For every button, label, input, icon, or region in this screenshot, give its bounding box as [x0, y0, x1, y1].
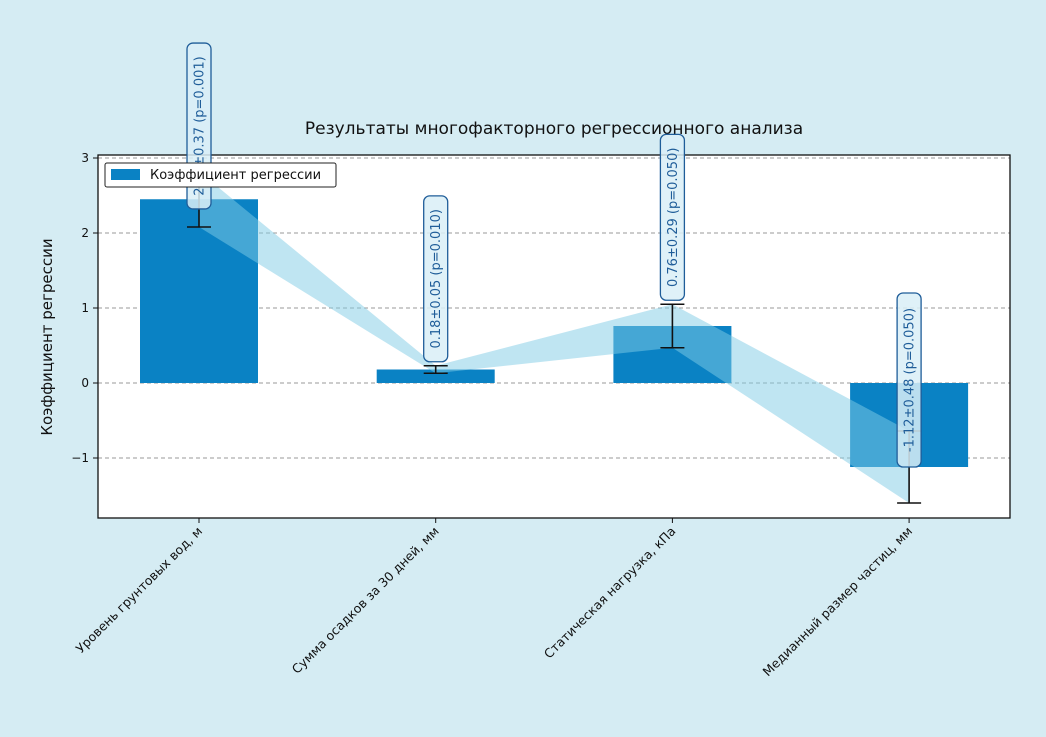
y-tick-label: 1 [81, 301, 89, 315]
annotation-text: 2.45±0.37 (p=0.001) [193, 56, 208, 195]
y-tick-label: 0 [81, 376, 89, 390]
error-band [199, 171, 910, 503]
bar [376, 369, 495, 383]
annotation-box [423, 195, 449, 363]
x-tick-label: Уровень грунтовых вод, м [73, 524, 206, 657]
annotation-text: -1.12±0.48 (p=0.050) [903, 308, 918, 452]
y-tick-label: 3 [81, 151, 89, 165]
annotation-label: 0.76±0.29 (p=0.050) [659, 133, 686, 301]
annotation-text: 0.76±0.29 (p=0.050) [666, 148, 681, 287]
x-tick-label: Сумма осадков за 30 дней, мм [289, 524, 442, 677]
annotation-text: 0.18±0.05 (p=0.010) [429, 209, 444, 348]
x-tick-label: Статическая нагрузка, кПа [541, 524, 679, 662]
annotation-label: -1.12±0.48 (p=0.050) [896, 292, 922, 468]
x-tick-label: Медианный размер частиц, мм [760, 524, 916, 680]
annotation-box [896, 292, 922, 468]
legend-label: Коэффициент регрессии [150, 168, 321, 183]
y-tick-label: 2 [81, 226, 89, 240]
legend-swatch [111, 169, 140, 180]
legend-box [104, 162, 337, 188]
annotation-label: 0.18±0.05 (p=0.010) [423, 195, 449, 363]
annotation-box [659, 133, 686, 301]
plot-frame [97, 154, 1011, 519]
y-tick-label: −1 [71, 451, 89, 465]
legend: Коэффициент регрессии [104, 162, 337, 188]
y-axis-label: Коэффициент регрессии [38, 238, 56, 435]
chart-title: Результаты многофакторного регрессионног… [305, 119, 803, 139]
